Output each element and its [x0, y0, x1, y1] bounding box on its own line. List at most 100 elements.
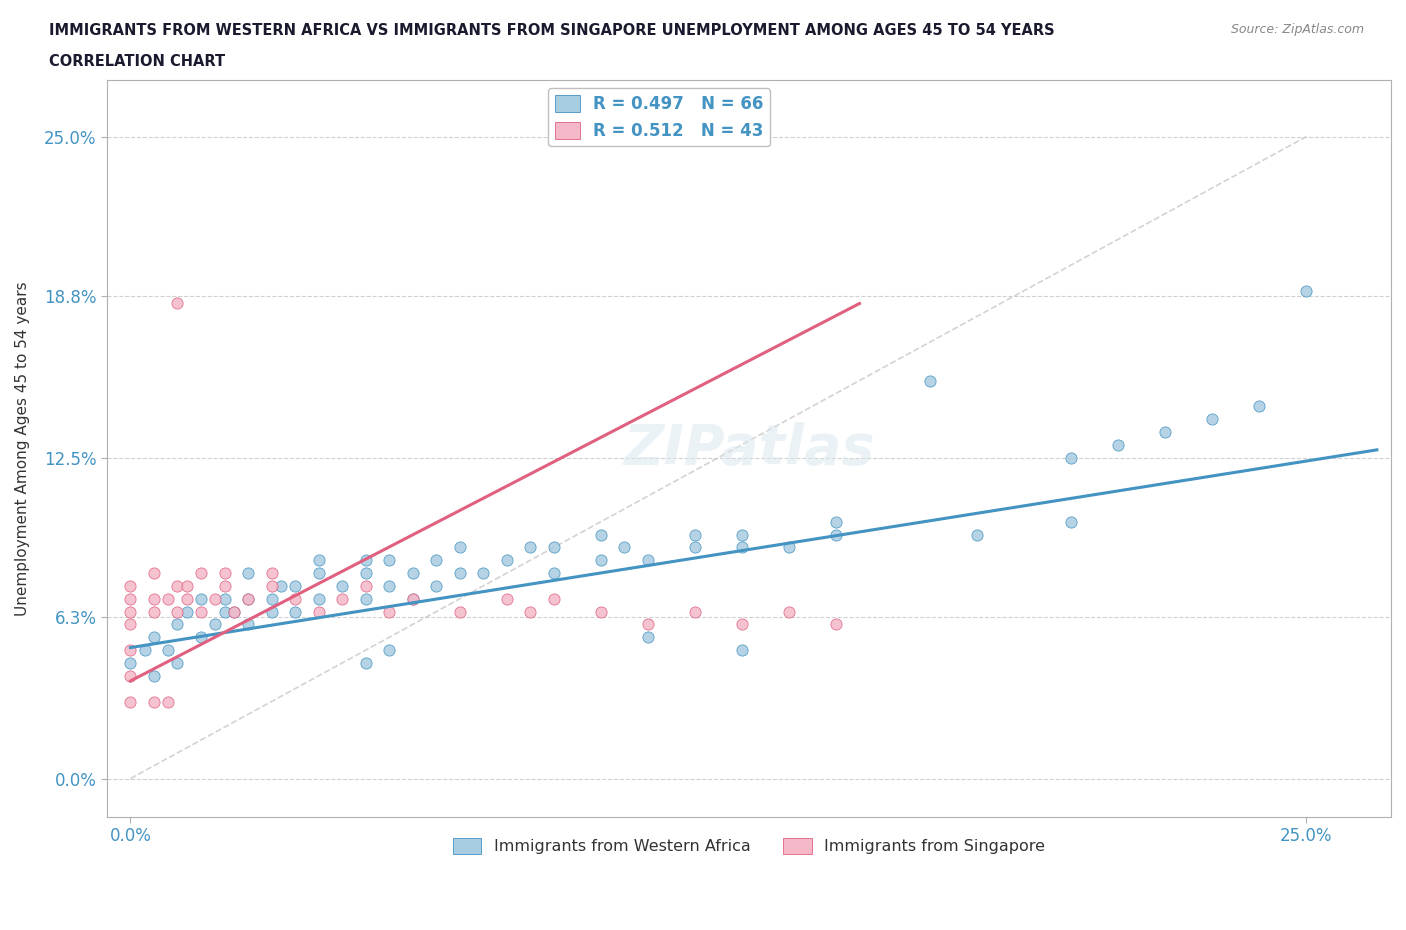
Point — [354, 578, 377, 593]
Point — [778, 540, 800, 555]
Point — [449, 604, 471, 619]
Point — [143, 630, 166, 644]
Point — [637, 630, 659, 644]
Point — [308, 604, 330, 619]
Point — [260, 565, 283, 580]
Point — [637, 617, 659, 631]
Point — [683, 540, 706, 555]
Point — [354, 656, 377, 671]
Point — [543, 540, 565, 555]
Point — [176, 591, 198, 606]
Point — [519, 604, 541, 619]
Point — [284, 604, 307, 619]
Point — [330, 591, 353, 606]
Point — [166, 617, 188, 631]
Point — [143, 591, 166, 606]
Point — [495, 591, 517, 606]
Point — [683, 527, 706, 542]
Point — [120, 591, 142, 606]
Point — [1154, 424, 1177, 439]
Point — [308, 552, 330, 567]
Point — [190, 565, 212, 580]
Point — [825, 514, 848, 529]
Point — [637, 552, 659, 567]
Y-axis label: Unemployment Among Ages 45 to 54 years: Unemployment Among Ages 45 to 54 years — [15, 281, 30, 616]
Point — [166, 578, 188, 593]
Point — [425, 552, 447, 567]
Point — [354, 565, 377, 580]
Point — [166, 604, 188, 619]
Point — [402, 565, 425, 580]
Point — [143, 604, 166, 619]
Point — [190, 604, 212, 619]
Point — [204, 591, 226, 606]
Text: Source: ZipAtlas.com: Source: ZipAtlas.com — [1230, 23, 1364, 36]
Point — [157, 643, 180, 658]
Point — [214, 565, 236, 580]
Point — [966, 527, 988, 542]
Point — [1107, 437, 1129, 452]
Point — [825, 617, 848, 631]
Point — [120, 604, 142, 619]
Point — [731, 540, 754, 555]
Point — [260, 604, 283, 619]
Point — [284, 591, 307, 606]
Point — [378, 643, 401, 658]
Point — [120, 656, 142, 671]
Point — [402, 591, 425, 606]
Point — [1295, 284, 1317, 299]
Point — [236, 591, 259, 606]
Point — [543, 591, 565, 606]
Point — [330, 578, 353, 593]
Point — [214, 591, 236, 606]
Legend: Immigrants from Western Africa, Immigrants from Singapore: Immigrants from Western Africa, Immigran… — [446, 831, 1052, 860]
Text: ZIPatlas: ZIPatlas — [623, 421, 875, 475]
Point — [449, 565, 471, 580]
Point — [354, 552, 377, 567]
Point — [354, 591, 377, 606]
Point — [495, 552, 517, 567]
Point — [222, 604, 245, 619]
Point — [589, 527, 612, 542]
Point — [120, 669, 142, 684]
Point — [260, 591, 283, 606]
Point — [1060, 514, 1083, 529]
Point — [378, 578, 401, 593]
Point — [378, 552, 401, 567]
Text: CORRELATION CHART: CORRELATION CHART — [49, 54, 225, 69]
Point — [378, 604, 401, 619]
Point — [731, 643, 754, 658]
Point — [166, 296, 188, 311]
Point — [176, 604, 198, 619]
Point — [589, 604, 612, 619]
Point — [825, 527, 848, 542]
Point — [425, 578, 447, 593]
Point — [731, 617, 754, 631]
Point — [214, 578, 236, 593]
Point — [284, 578, 307, 593]
Point — [1201, 412, 1223, 427]
Point — [120, 617, 142, 631]
Point — [236, 565, 259, 580]
Point — [190, 591, 212, 606]
Point — [613, 540, 636, 555]
Point — [143, 669, 166, 684]
Point — [166, 656, 188, 671]
Point — [134, 643, 156, 658]
Point — [176, 578, 198, 593]
Point — [589, 552, 612, 567]
Point — [236, 591, 259, 606]
Point — [731, 527, 754, 542]
Point — [308, 565, 330, 580]
Point — [1249, 399, 1271, 414]
Text: IMMIGRANTS FROM WESTERN AFRICA VS IMMIGRANTS FROM SINGAPORE UNEMPLOYMENT AMONG A: IMMIGRANTS FROM WESTERN AFRICA VS IMMIGR… — [49, 23, 1054, 38]
Point — [778, 604, 800, 619]
Point — [519, 540, 541, 555]
Point — [236, 617, 259, 631]
Point — [157, 694, 180, 709]
Point — [214, 604, 236, 619]
Point — [120, 578, 142, 593]
Point — [1060, 450, 1083, 465]
Point — [449, 540, 471, 555]
Point — [204, 617, 226, 631]
